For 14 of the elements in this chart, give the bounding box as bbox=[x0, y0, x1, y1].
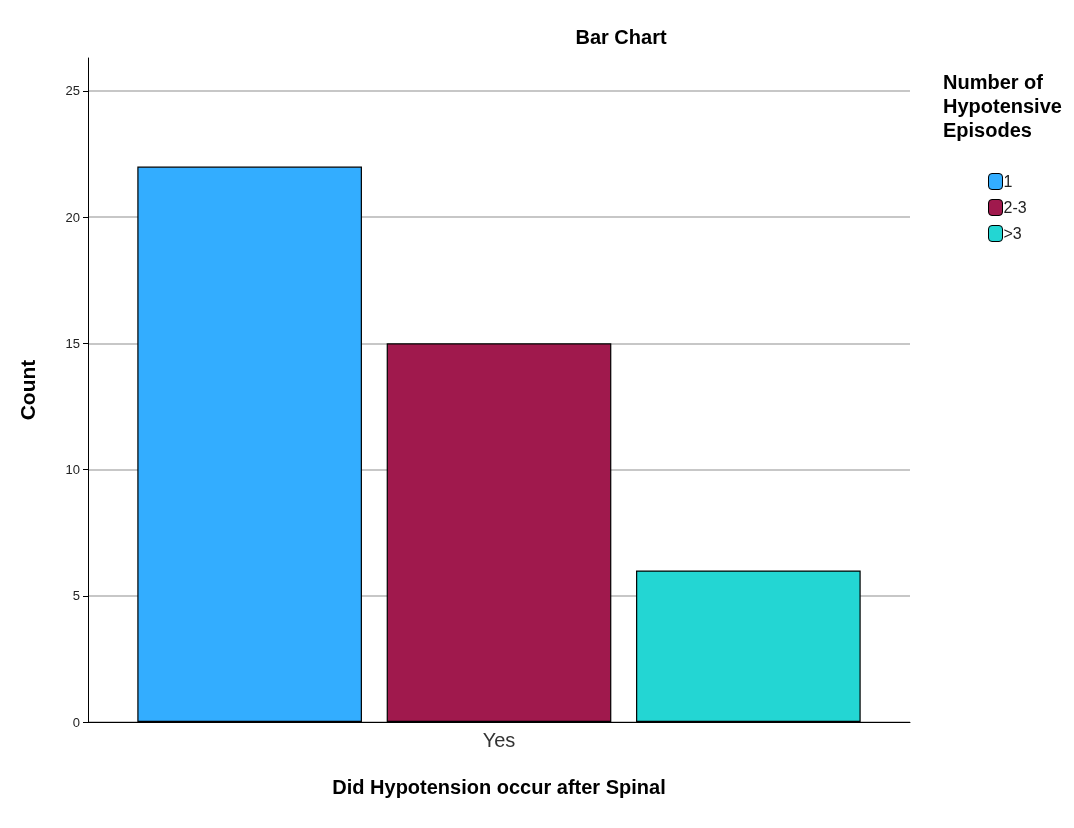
y-tick-label: 20 bbox=[65, 209, 80, 225]
x-axis-title: Did Hypotension occur after Spinal bbox=[332, 776, 666, 798]
y-tick-label: 25 bbox=[65, 83, 80, 99]
y-tick-label: 5 bbox=[72, 588, 80, 604]
legend-title: Number of Hypotensive Episodes bbox=[943, 71, 1068, 141]
y-axis-title: Count bbox=[16, 359, 39, 421]
legend-label: 2-3 bbox=[1003, 199, 1027, 216]
y-tick-label: 10 bbox=[65, 462, 80, 478]
y-tick-label: 0 bbox=[72, 714, 80, 730]
y-tick-label: 15 bbox=[65, 335, 80, 351]
legend-label: >3 bbox=[1003, 225, 1022, 242]
legend-label: 1 bbox=[1003, 173, 1013, 190]
x-tick-label: Yes bbox=[482, 729, 516, 751]
chart-title: Bar Chart bbox=[575, 26, 667, 48]
